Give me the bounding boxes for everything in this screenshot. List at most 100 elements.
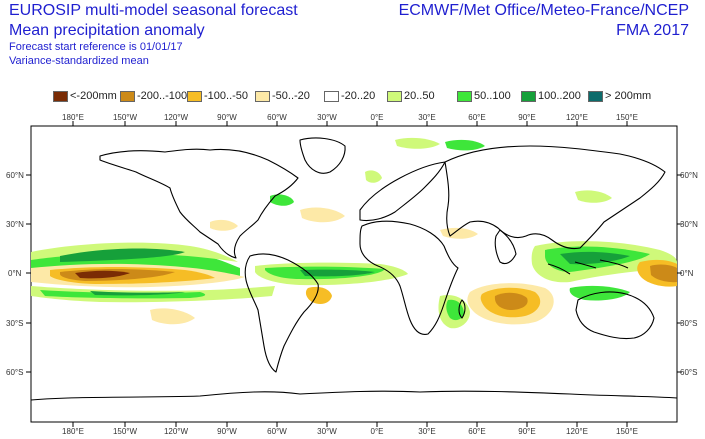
lat-tick-label: 60°S [6, 368, 23, 377]
legend-label: 20..50 [404, 90, 435, 102]
lon-tick-label: 60°W [267, 113, 287, 122]
lon-tick-label: 120°W [164, 113, 189, 122]
coastline-south-america [244, 253, 319, 373]
legend-swatch [120, 90, 135, 102]
lon-tick-label: 0°E [371, 427, 384, 436]
lat-tick-label: 30°N [6, 220, 24, 229]
anomaly-shading [31, 137, 677, 329]
legend-label: > 200mm [605, 90, 652, 102]
coastline-madagascar [458, 299, 466, 319]
dry-anomaly-area [494, 292, 528, 310]
legend-item: 50..100 [457, 89, 511, 103]
legend-swatch [187, 90, 202, 102]
title-line1: EUROSIP multi-model seasonal forecast [9, 2, 298, 19]
wet-anomaly-area [445, 139, 485, 151]
legend-item: -20..20 [324, 89, 375, 103]
legend-item: 100..200 [521, 89, 581, 103]
coastline-indonesia [547, 259, 629, 275]
coastline-australia [575, 291, 655, 340]
lon-tick-label: 180°E [62, 113, 84, 122]
lon-tick-label: 180°E [62, 427, 84, 436]
legend-label: 50..100 [474, 90, 511, 102]
wet-anomaly-area [300, 269, 375, 277]
coastline-antarctica [30, 390, 678, 401]
coastlines [30, 137, 678, 401]
legend-item: > 200mm [588, 89, 651, 103]
lat-tick-label: 60°N [680, 171, 698, 180]
legend-swatch [53, 90, 68, 102]
lat-tick-label: 60°N [6, 171, 24, 180]
lon-tick-label: 150°E [616, 427, 638, 436]
legend-swatch [255, 90, 270, 102]
lon-tick-label: 60°W [267, 427, 287, 436]
legend-swatch [387, 90, 402, 102]
legend-swatch [457, 90, 472, 102]
lon-labels-top: 180°E 150°W 120°W 90°W 60°W 30°W 0°E 30°… [62, 113, 638, 122]
title-line2: Mean precipitation anomaly [9, 22, 205, 39]
dry-anomaly-area [650, 264, 677, 283]
lon-tick-label: 30°E [418, 113, 435, 122]
legend-label: -200..-100 [137, 90, 188, 102]
legend-label: -100..-50 [204, 90, 249, 102]
lon-tick-label: 90°W [217, 113, 237, 122]
lon-tick-label: 0°E [371, 113, 384, 122]
wet-anomaly-area [60, 248, 185, 262]
legend-item: -50..-20 [255, 89, 310, 103]
wet-anomaly-area [575, 190, 612, 203]
coastline-north-america [99, 148, 299, 259]
coastline-africa [359, 220, 459, 335]
start-reference: Forecast start reference is 01/01/17 [9, 41, 183, 53]
lon-tick-label: 60°E [468, 427, 485, 436]
lat-labels-right: 60°N 30°N 0°N 30°S 60°S [680, 171, 698, 377]
lon-tick-label: 60°E [468, 113, 485, 122]
lat-tick-label: 30°S [6, 319, 23, 328]
coastline-greenland [299, 137, 346, 174]
dry-anomaly-area [210, 219, 238, 231]
wet-anomaly-area [395, 137, 440, 149]
legend-swatch [588, 90, 603, 102]
wet-anomaly-area [560, 251, 630, 265]
lon-tick-label: 120°W [164, 427, 189, 436]
wet-anomaly-area [270, 194, 294, 206]
lon-tick-label: 90°W [217, 427, 237, 436]
lat-tick-label: 30°S [680, 319, 697, 328]
lon-tick-label: 120°E [566, 113, 588, 122]
lon-tick-label: 90°E [518, 427, 535, 436]
coastline-asia [444, 145, 666, 250]
legend-item: -200..-100 [120, 89, 187, 103]
lat-tick-label: 0°N [680, 269, 694, 278]
dry-anomaly-area [305, 286, 332, 304]
lat-tick-label: 0°N [8, 269, 22, 278]
lon-tick-label: 90°E [518, 113, 535, 122]
legend-item: -100..-50 [187, 89, 248, 103]
lat-tick-label: 60°S [680, 368, 697, 377]
lon-tick-label: 150°E [616, 113, 638, 122]
wet-anomaly-area [365, 170, 382, 183]
legend-label: <-200mm [70, 90, 117, 102]
lon-tick-label: 30°W [317, 113, 337, 122]
lon-tick-label: 30°W [317, 427, 337, 436]
legend-label: -50..-20 [272, 90, 310, 102]
axis-ticks [26, 121, 682, 427]
legend-item: 20..50 [387, 89, 435, 103]
lon-tick-label: 120°E [566, 427, 588, 436]
coastline-india [494, 229, 517, 265]
legend-item: <-200mm [53, 89, 117, 103]
lon-tick-label: 30°E [418, 427, 435, 436]
dry-anomaly-area [150, 308, 195, 325]
period-label: FMA 2017 [616, 22, 689, 39]
centres-label: ECMWF/Met Office/Meteo-France/NCEP [398, 2, 689, 19]
lat-tick-label: 30°N [680, 220, 698, 229]
legend-swatch [324, 90, 339, 102]
dry-anomaly-area [75, 270, 130, 279]
legend-label: -20..20 [341, 90, 376, 102]
dry-anomaly-area [300, 207, 345, 223]
lon-labels-bottom: 180°E 150°W 120°W 90°W 60°W 30°W 0°E 30°… [62, 427, 638, 436]
legend-label: 100..200 [538, 90, 581, 102]
lon-tick-label: 150°W [113, 113, 138, 122]
variance-note: Variance-standardized mean [9, 55, 149, 67]
wet-anomaly-area [90, 291, 185, 296]
legend-swatch [521, 90, 536, 102]
lon-tick-label: 150°W [113, 427, 138, 436]
